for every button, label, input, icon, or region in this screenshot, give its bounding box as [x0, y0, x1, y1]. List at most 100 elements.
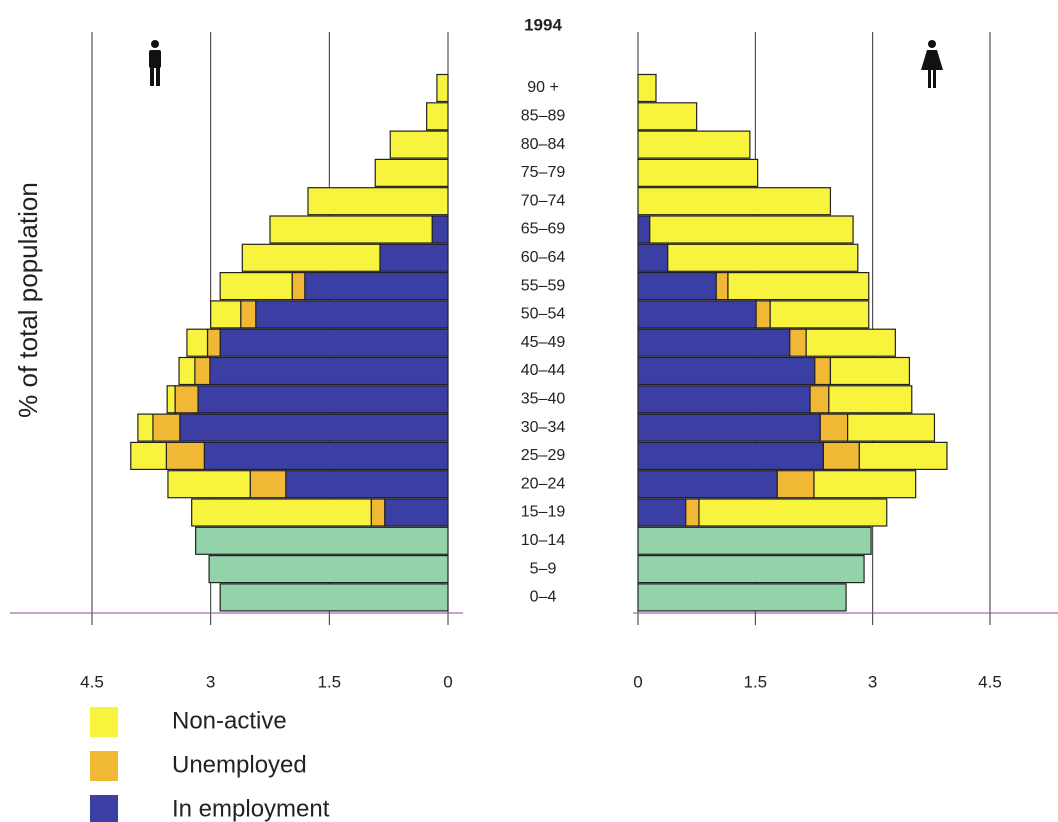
legend-swatch	[90, 795, 118, 822]
bar-segment	[436, 73, 449, 103]
bar-segment	[152, 413, 181, 442]
bar-segment	[194, 356, 211, 386]
bar-segment	[219, 328, 449, 357]
bar-segment	[829, 356, 911, 386]
bar-segment	[291, 272, 306, 301]
bar-segment	[667, 243, 859, 272]
bar-segment	[426, 102, 449, 131]
bar-segment	[637, 102, 698, 131]
bar-segment	[637, 73, 657, 103]
bar-segment	[637, 158, 759, 187]
bar-segment	[209, 356, 449, 386]
bar-segment	[174, 385, 199, 414]
category-label: 75–79	[521, 164, 566, 181]
category-label: 30–34	[521, 419, 566, 436]
bar-segment	[304, 272, 449, 301]
legend-label: Non-active	[172, 707, 287, 734]
bar-segment	[374, 158, 449, 187]
bar-segment	[805, 328, 896, 357]
male-icon	[149, 40, 161, 86]
category-label: 15–19	[521, 504, 566, 521]
category-label: 20–24	[521, 475, 566, 492]
bar-segment	[637, 328, 791, 357]
bar-segment	[637, 583, 847, 612]
female-icon	[921, 40, 943, 88]
category-label: 50–54	[521, 306, 566, 323]
bar-segment	[637, 272, 717, 301]
category-label: 65–69	[521, 221, 566, 238]
bar-segment	[755, 300, 771, 329]
bar-segment	[814, 356, 832, 386]
bar-segment	[137, 413, 154, 442]
bar-segment	[637, 187, 832, 216]
x-tick-label: 3	[868, 672, 877, 691]
bar-segment	[219, 583, 449, 612]
bar-segment	[637, 526, 872, 555]
bar-segment	[166, 385, 176, 414]
x-tick-label: 3	[206, 672, 215, 691]
legend-label: Unemployed	[172, 751, 307, 778]
category-label: 55–59	[521, 277, 566, 294]
bar-segment	[637, 413, 821, 442]
bar-segment	[206, 328, 221, 357]
bar-segment	[637, 470, 778, 499]
category-label: 60–64	[521, 249, 566, 266]
bar-segment	[789, 328, 807, 357]
bar-segment	[195, 526, 449, 555]
category-label: 35–40	[521, 391, 566, 408]
bar-segment	[167, 470, 251, 499]
bar-segment	[389, 130, 449, 159]
x-tick-label: 1.5	[318, 672, 342, 691]
category-label: 10–14	[521, 532, 566, 549]
bar-segment	[769, 300, 870, 329]
bar-segment	[637, 356, 816, 386]
x-tick-label: 4.5	[978, 672, 1002, 691]
category-label: 5–9	[530, 560, 557, 577]
bar-segment	[813, 470, 917, 499]
bar-segment	[858, 441, 948, 470]
bar-segment	[191, 498, 372, 527]
bar-segment	[240, 300, 257, 329]
bar-segment	[241, 243, 381, 272]
bar-segment	[219, 272, 293, 301]
legend-swatch	[90, 707, 118, 737]
bar-segment	[776, 470, 815, 499]
bar-segment	[178, 356, 196, 386]
x-tick-label: 1.5	[744, 672, 768, 691]
bar-segment	[637, 498, 687, 527]
bar-segment	[269, 215, 433, 244]
bar-segment	[637, 243, 669, 272]
bar-segment	[179, 413, 449, 442]
category-label: 90 +	[527, 79, 559, 96]
bar-segment	[809, 385, 830, 414]
bar-segment	[307, 187, 449, 216]
bar-segment	[186, 328, 209, 357]
bar-segment	[210, 300, 242, 329]
bar-segment	[384, 498, 449, 527]
x-tick-label: 4.5	[80, 672, 104, 691]
bar-segment	[637, 215, 651, 244]
category-label: 40–44	[521, 362, 566, 379]
x-tick-label: 0	[633, 672, 642, 691]
bar-segment	[847, 413, 936, 442]
bar-segment	[637, 300, 757, 329]
y-axis-label: % of total population	[13, 182, 43, 418]
bar-segment	[828, 385, 913, 414]
legend-swatch	[90, 751, 118, 781]
bar-segment	[285, 470, 449, 499]
bar-segment	[649, 215, 854, 244]
category-label: 25–29	[521, 447, 566, 464]
bar-segment	[637, 130, 751, 159]
category-label: 0–4	[530, 589, 557, 606]
x-tick-label: 0	[443, 672, 452, 691]
bar-segment	[379, 243, 449, 272]
bar-segment	[685, 498, 700, 527]
bar-segment	[370, 498, 386, 527]
bar-segment	[819, 413, 849, 442]
bar-segment	[431, 215, 449, 244]
bar-segment	[130, 441, 167, 470]
bar-segment	[255, 300, 449, 329]
bar-segment	[698, 498, 888, 527]
category-label: 85–89	[521, 108, 566, 125]
